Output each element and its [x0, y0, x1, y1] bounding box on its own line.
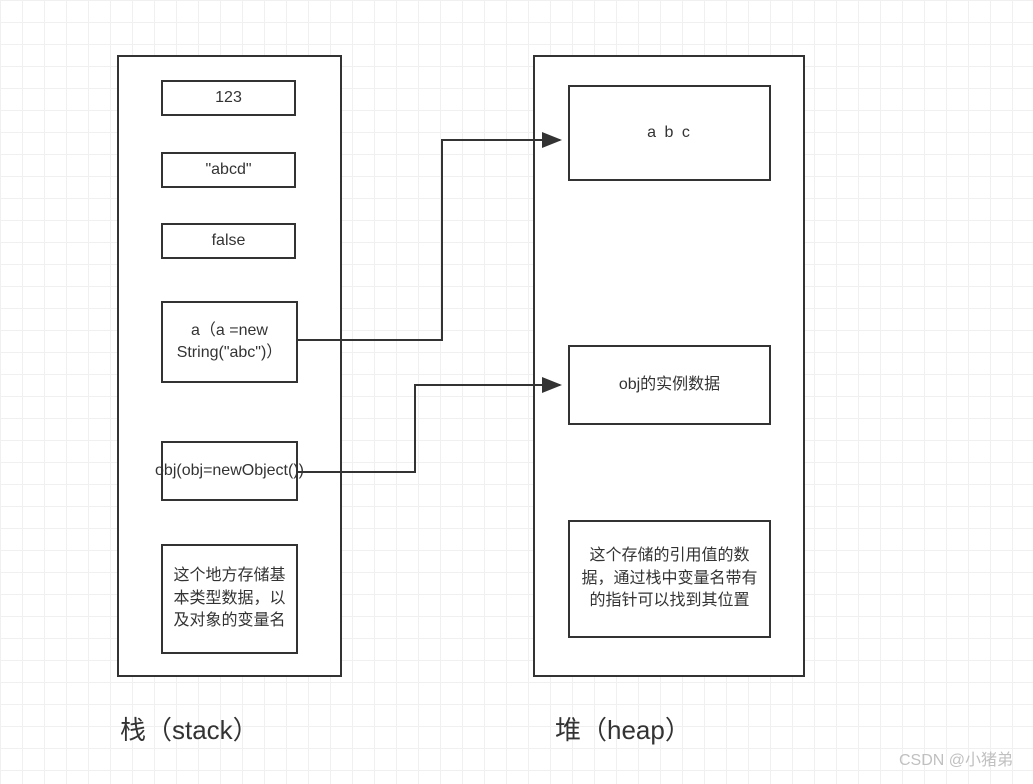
stack-description-box: 这个地方存储基本类型数据，以及对象的变量名 — [161, 544, 298, 654]
stack-item-label: "abcd" — [205, 159, 251, 181]
stack-item-a-new-string: a（a =new String("abc")） — [161, 301, 298, 383]
stack-label: 栈（stack） — [120, 710, 259, 747]
stack-item-label: false — [212, 230, 246, 252]
heap-label: 堆（heap） — [555, 710, 691, 747]
heap-item-abc: a b c — [568, 85, 771, 181]
stack-item-label: obj(obj=newObject()) — [155, 460, 304, 482]
watermark-text: CSDN @小猪弟 — [899, 746, 1013, 770]
stack-item-label: a（a =new String("abc")） — [169, 320, 290, 365]
stack-item-obj-new-object: obj(obj=newObject()) — [161, 441, 298, 501]
heap-item-label: a b c — [647, 122, 692, 144]
stack-item-abcd: "abcd" — [161, 152, 296, 188]
stack-item-false: false — [161, 223, 296, 259]
heap-description-text: 这个存储的引用值的数据，通过栈中变量名带有的指针可以找到其位置 — [576, 545, 763, 612]
stack-item-label: 123 — [215, 87, 242, 109]
stack-description-text: 这个地方存储基本类型数据，以及对象的变量名 — [169, 565, 290, 632]
heap-item-obj-data: obj的实例数据 — [568, 345, 771, 425]
stack-item-123: 123 — [161, 80, 296, 116]
heap-description-box: 这个存储的引用值的数据，通过栈中变量名带有的指针可以找到其位置 — [568, 520, 771, 638]
heap-item-label: obj的实例数据 — [619, 374, 720, 396]
